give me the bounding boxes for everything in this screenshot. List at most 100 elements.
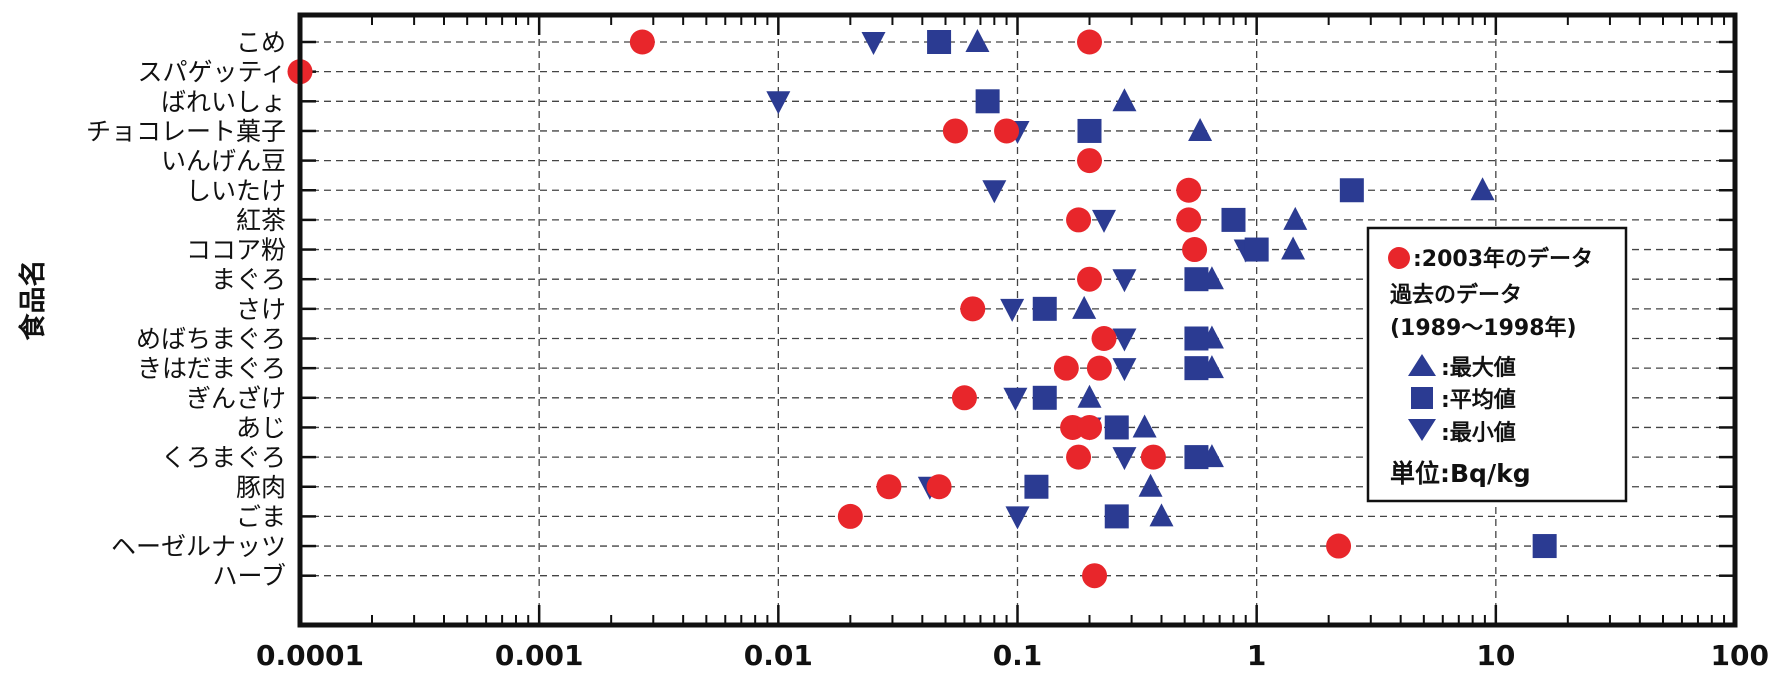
category-labels: こめスパゲッティばれいしょチョコレート菓子いんげん豆しいたけ紅茶ココア粉まぐろさ… [86, 28, 286, 591]
data-point-triangle-up [1112, 88, 1137, 112]
data-point-triangle-up [1199, 266, 1224, 290]
category-label: 豚肉 [236, 473, 286, 502]
data-point-triangle-down [1092, 209, 1117, 233]
data-markers [287, 29, 1557, 589]
data-point-square [1339, 178, 1364, 203]
x-tick-label: 10 [1476, 639, 1515, 672]
data-point-circle [926, 474, 952, 500]
data-point-triangle-up [1470, 177, 1495, 201]
legend-past-title: 過去のデータ [1390, 282, 1522, 308]
data-point-circle [1091, 326, 1117, 351]
data-point-square [1532, 534, 1557, 559]
data-point-circle [994, 118, 1020, 144]
data-point-triangle-up [1149, 503, 1174, 527]
legend-triangle-down-marker [1408, 419, 1436, 441]
category-label: ヘーゼルナッツ [111, 532, 286, 561]
x-tick-label: 0.1 [993, 639, 1043, 672]
data-point-square [1032, 296, 1057, 321]
legend: :2003年のデータ 過去のデータ (1989〜1998年) :最大値 :平均値… [1366, 226, 1628, 503]
data-point-circle [1326, 533, 1352, 559]
x-tick-label: 0.001 [495, 639, 584, 672]
x-tick-label: 0.01 [744, 639, 813, 672]
data-point-square [1104, 504, 1129, 529]
data-point-triangle-up [1077, 384, 1102, 408]
data-point-circle [1082, 563, 1108, 589]
data-point-triangle-down [1112, 447, 1137, 471]
category-label: ココア粉 [186, 236, 286, 265]
data-point-circle [1076, 266, 1102, 292]
legend-triangle-up-marker [1408, 354, 1436, 376]
y-axis-label: 食品名 [17, 260, 49, 341]
category-label: 紅茶 [236, 206, 286, 235]
data-point-square [1221, 207, 1246, 232]
category-label: スパゲッティ [137, 58, 286, 87]
data-point-circle [951, 385, 977, 411]
category-label: ごま [236, 502, 286, 531]
data-point-square [1024, 474, 1049, 499]
x-tick-label: 1 [1247, 639, 1266, 672]
data-point-square [1032, 385, 1057, 410]
data-point-triangle-up [1199, 444, 1224, 468]
legend-avg-label: :平均値 [1441, 387, 1516, 413]
data-point-triangle-down [766, 91, 791, 115]
data-point-circle [1182, 237, 1208, 263]
data-point-triangle-up [1281, 236, 1306, 260]
legend-max-label: :最大値 [1441, 356, 1516, 381]
data-point-circle [1140, 444, 1166, 470]
category-label: くろまぐろ [161, 443, 286, 472]
data-point-circle [1076, 414, 1102, 440]
data-point-circle [1053, 355, 1079, 381]
data-point-circle [960, 296, 986, 322]
data-point-square [1077, 118, 1102, 143]
data-point-circle [1066, 444, 1092, 470]
data-point-triangle-down [1005, 506, 1030, 530]
data-point-triangle-up [1072, 295, 1097, 319]
category-label: ハーブ [212, 562, 286, 591]
category-label: チョコレート菓子 [86, 117, 286, 146]
legend-unit: 単位:Bq/kg [1390, 459, 1531, 488]
x-tick-label: 100 [1711, 639, 1769, 672]
category-label: ばれいしょ [161, 87, 286, 116]
data-point-square [1104, 415, 1129, 440]
data-point-triangle-up [1283, 206, 1308, 230]
data-point-triangle-down [982, 180, 1007, 204]
data-point-circle [942, 118, 968, 144]
data-point-triangle-down [1000, 298, 1025, 322]
data-point-triangle-up [1199, 325, 1224, 349]
data-point-triangle-down [1112, 328, 1137, 352]
category-label: ぎんざけ [186, 384, 286, 413]
category-label: きはだまぐろ [137, 354, 286, 383]
data-point-circle [1086, 355, 1112, 381]
data-point-square [975, 89, 1000, 114]
legend-current-label: :2003年のデータ [1413, 246, 1593, 272]
x-tick-labels: 0.0001 0.001 0.01 0.1 1 10 100 [256, 639, 1769, 672]
legend-circle-marker [1388, 247, 1410, 269]
data-point-triangle-up [1188, 117, 1213, 141]
data-point-circle [1076, 148, 1102, 174]
legend-min-label: :最小値 [1441, 421, 1516, 446]
legend-square-marker [1411, 387, 1433, 409]
category-label: まぐろ [211, 265, 286, 294]
category-label: めばちまぐろ [136, 325, 286, 354]
data-point-triangle-up [1138, 473, 1163, 497]
data-point-circle [876, 474, 902, 500]
category-label: こめ [236, 28, 286, 57]
data-point-circle [1176, 207, 1202, 233]
legend-box [1366, 226, 1628, 503]
data-point-triangle-down [1112, 269, 1137, 293]
data-point-circle [1076, 29, 1102, 55]
category-label: さけ [236, 295, 286, 324]
data-point-circle [1176, 177, 1202, 203]
legend-past-period: (1989〜1998年) [1390, 315, 1577, 341]
data-point-triangle-down [861, 32, 886, 55]
data-point-triangle-down [1003, 387, 1028, 411]
data-point-triangle-down [1112, 358, 1137, 382]
plot-frame [297, 12, 1738, 628]
category-label: いんげん豆 [161, 147, 286, 176]
data-point-triangle-up [1132, 414, 1157, 438]
data-point-triangle-up [1199, 355, 1224, 379]
data-point-square [927, 30, 952, 54]
data-point-circle [629, 29, 655, 55]
x-tick-label: 0.0001 [256, 639, 364, 672]
